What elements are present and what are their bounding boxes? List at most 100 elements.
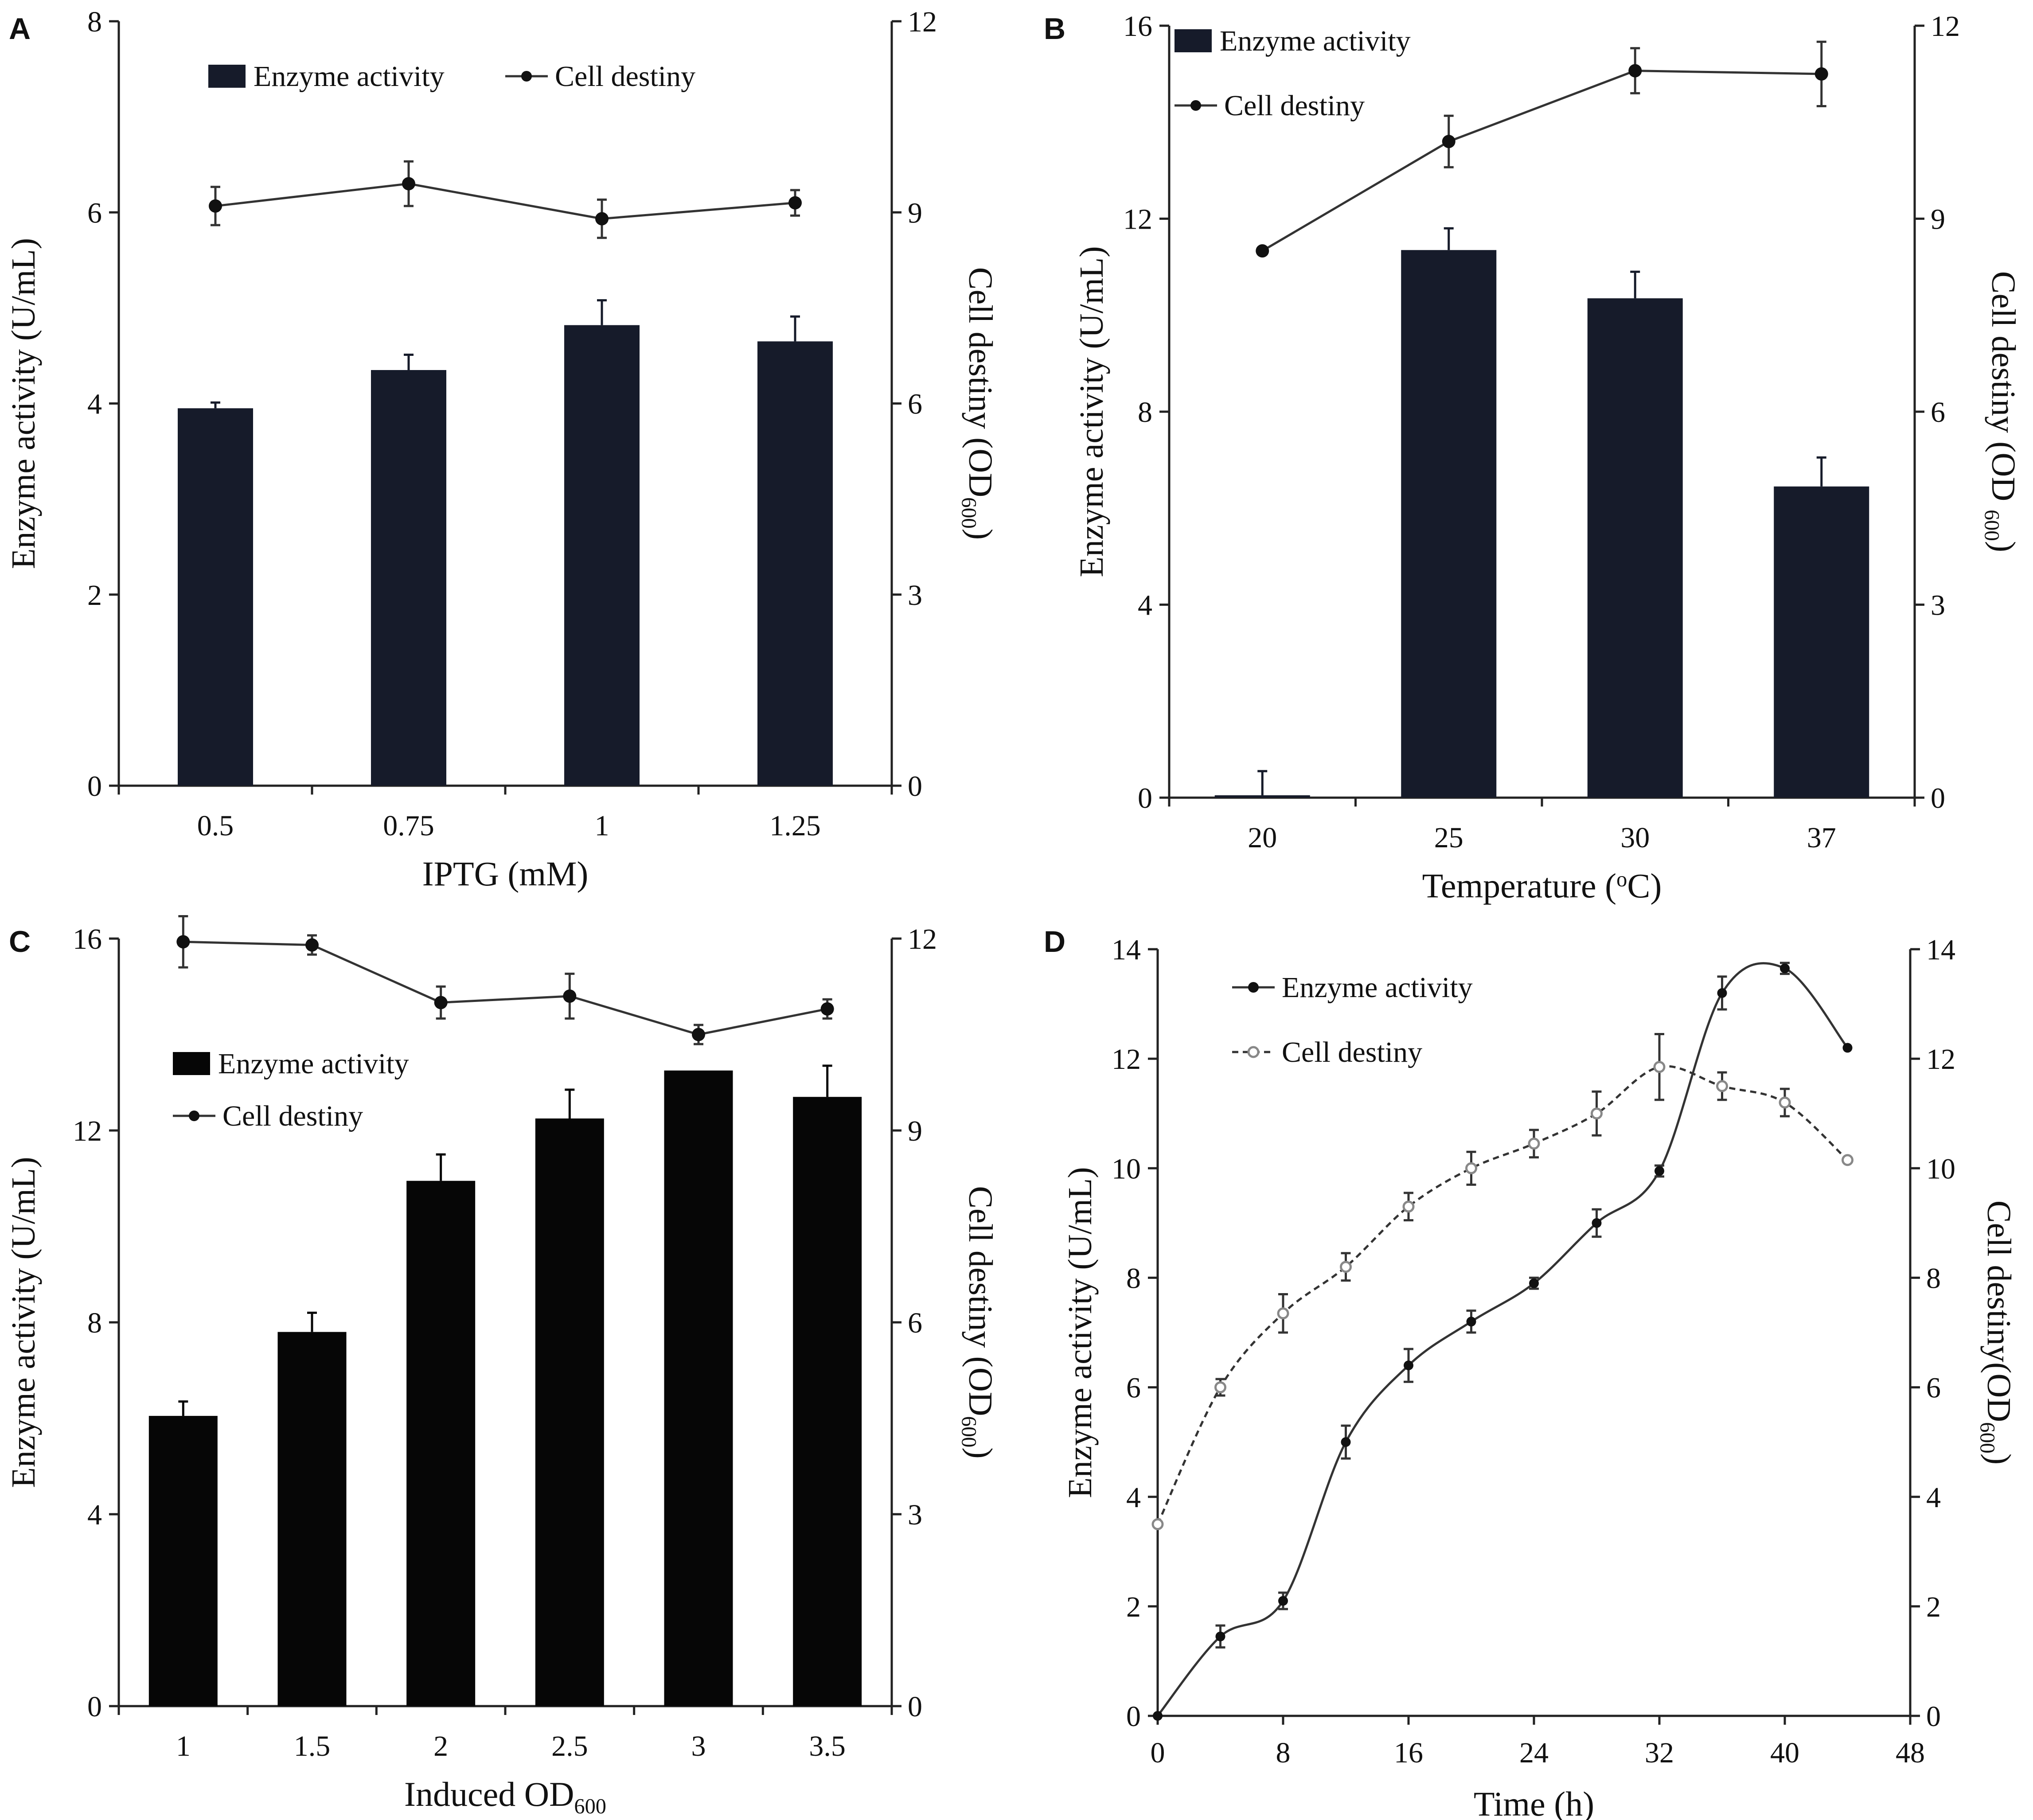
y-tick-label-right: 9 — [908, 1115, 922, 1147]
data-point — [402, 177, 415, 191]
data-point — [820, 1002, 834, 1016]
y-axis-title-right: Cell destiny (OD600) — [957, 1186, 999, 1458]
legend-label: Enzyme activity — [218, 1048, 409, 1080]
bar — [564, 325, 640, 786]
y-axis-title-right: Cell destiny(OD600) — [1975, 1200, 2017, 1465]
bar — [178, 408, 253, 786]
y-tick-label-right: 2 — [1926, 1591, 1941, 1623]
data-point — [1592, 1218, 1602, 1228]
legend: Enzyme activity Cell destiny — [173, 1048, 409, 1132]
y-axis-title-left: Enzyme activity (U/mL) — [1061, 1167, 1099, 1498]
y-tick-label-right: 3 — [908, 579, 922, 612]
data-point — [176, 935, 190, 949]
y-tick-label-right: 3 — [1931, 589, 1945, 622]
data-point — [1528, 1138, 1540, 1150]
data-point — [788, 196, 802, 210]
y-axis-title-left: Enzyme activity (U/mL) — [5, 1157, 42, 1488]
bar — [371, 370, 446, 786]
data-point — [1716, 1080, 1728, 1092]
legend-label: Enzyme activity — [254, 60, 445, 93]
y-tick-label-left: 6 — [1126, 1372, 1141, 1404]
legend-swatch-bar — [208, 65, 246, 88]
bar — [1401, 250, 1497, 798]
bar — [1214, 795, 1310, 798]
data-point — [1402, 1200, 1415, 1213]
y-tick-label-left: 12 — [73, 1115, 102, 1147]
chart-panel-c: 0 4 8 12 16 0 3 6 9 12 1 1.5 2 2.5 3 3.5 Induced OD600 En… — [5, 915, 999, 1818]
data-point — [1628, 64, 1642, 78]
legend-swatch-bar — [1175, 29, 1212, 52]
legend-swatch-marker — [189, 1111, 199, 1121]
y-tick-label-right: 9 — [908, 197, 922, 229]
y-axis-title-right: Cell destiny (OD 600) — [1980, 271, 2022, 552]
x-axis-title: IPTG (mM) — [422, 854, 589, 893]
data-point — [1842, 1043, 1853, 1053]
x-tick-label: 3.5 — [809, 1730, 846, 1762]
x-tick-label: 1 — [176, 1730, 191, 1762]
series-line — [183, 940, 828, 1036]
x-tick-label: 30 — [1620, 822, 1650, 854]
y-tick-label-left: 4 — [1138, 589, 1152, 622]
y-tick-label-left: 0 — [87, 1691, 102, 1723]
data-point — [1256, 244, 1269, 258]
x-tick-label: 48 — [1896, 1737, 1925, 1769]
y-tick-label-right: 0 — [1931, 782, 1945, 815]
y-tick-label-left: 12 — [1123, 203, 1152, 236]
y-tick-label-left: 0 — [1126, 1700, 1141, 1733]
x-tick-label: 8 — [1276, 1737, 1291, 1769]
x-tick-label: 24 — [1519, 1737, 1549, 1769]
y-tick-label-left: 2 — [87, 579, 102, 612]
y-axis-title-right: Cell destiny (OD600) — [957, 267, 999, 540]
data-point — [1780, 963, 1790, 974]
y-tick-label-left: 4 — [87, 1499, 102, 1531]
data-point — [1214, 1381, 1226, 1394]
legend: Enzyme activity Cell destiny — [208, 60, 695, 93]
bar — [277, 1332, 347, 1706]
y-tick-label-right: 3 — [908, 1499, 922, 1531]
y-tick-label-left: 16 — [73, 923, 102, 955]
legend-label: Enzyme activity — [1282, 971, 1473, 1004]
data-point — [1215, 1631, 1225, 1641]
y-tick-label-right: 12 — [1931, 10, 1960, 43]
data-point — [1591, 1107, 1603, 1120]
data-point — [1717, 988, 1727, 998]
legend-label: Cell destiny — [555, 60, 695, 93]
panel-label: B — [1044, 12, 1065, 46]
bar — [148, 1416, 218, 1706]
legend-swatch-marker — [1247, 1046, 1260, 1058]
data-point — [563, 989, 577, 1003]
series-line — [215, 183, 796, 220]
data-point — [1654, 1166, 1664, 1176]
data-point — [692, 1028, 705, 1041]
y-tick-label-right: 0 — [1926, 1700, 1941, 1733]
data-point — [595, 212, 609, 226]
legend-swatch-marker — [1248, 982, 1259, 993]
bar — [1774, 486, 1869, 798]
chart-panel-b: 0 4 8 12 16 0 3 6 9 12 20 25 30 37 Temperature (oC) Enz… — [1044, 10, 2022, 905]
x-tick-label: 32 — [1645, 1737, 1674, 1769]
data-point — [434, 996, 448, 1009]
y-tick-label-right: 10 — [1926, 1153, 1955, 1185]
y-tick-label-left: 0 — [1138, 782, 1152, 815]
y-tick-label-right: 9 — [1931, 203, 1945, 236]
y-tick-label-left: 2 — [1126, 1591, 1141, 1623]
data-point — [1779, 1096, 1791, 1109]
y-tick-label-left: 14 — [1112, 934, 1141, 966]
legend: Enzyme activity Cell destiny — [1232, 971, 1473, 1068]
legend-label: Enzyme activity — [1220, 25, 1411, 57]
panel-label: C — [9, 925, 31, 959]
data-point — [1529, 1278, 1539, 1288]
y-tick-label-left: 8 — [1126, 1263, 1141, 1295]
x-tick-label: 1.25 — [769, 810, 821, 842]
data-point — [1341, 1437, 1351, 1447]
x-tick-label: 0.5 — [197, 810, 234, 842]
data-point — [1153, 1711, 1163, 1721]
data-point — [1814, 67, 1828, 81]
x-tick-label: 2 — [433, 1730, 448, 1762]
y-tick-label-left: 8 — [87, 1307, 102, 1339]
series-line — [1261, 70, 1822, 252]
data-point — [1340, 1261, 1352, 1273]
y-axis-title-left: Enzyme activity (U/mL) — [1073, 246, 1110, 577]
y-tick-label-left: 16 — [1123, 10, 1152, 43]
